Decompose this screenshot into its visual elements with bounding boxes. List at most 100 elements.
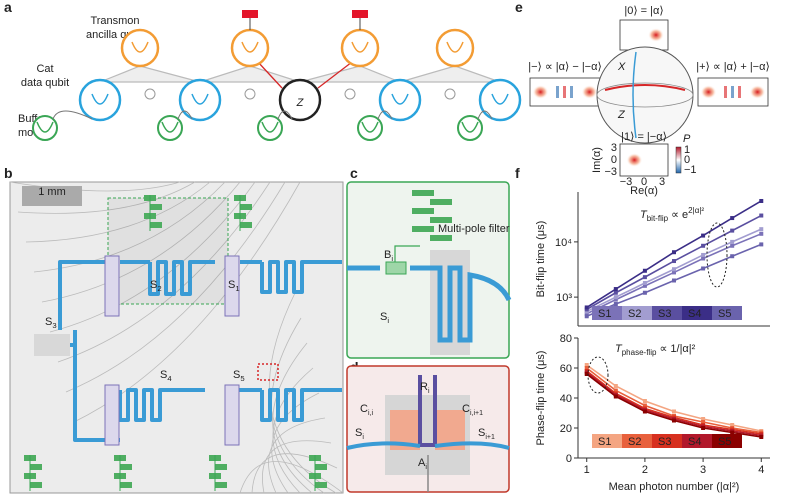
- label-sub: i,i: [368, 410, 374, 417]
- filter: [412, 226, 434, 232]
- contour: [272, 342, 313, 494]
- scale-label: 1 mm: [38, 186, 66, 198]
- point: [584, 372, 589, 376]
- filter: [412, 208, 434, 214]
- point: [613, 384, 618, 388]
- legend-swatch: [652, 434, 682, 448]
- filter: [150, 222, 162, 228]
- label: Ai: [418, 457, 427, 471]
- panel-label: c: [350, 165, 358, 181]
- series-line: [586, 367, 762, 434]
- point: [759, 435, 764, 439]
- y-axis-label: Phase-flip time (μs): [535, 351, 547, 446]
- point: [701, 243, 706, 248]
- buffer: [357, 115, 383, 141]
- state-label: |+⟩ ∝ |α⟩ + |−α⟩: [696, 61, 770, 73]
- label: Si: [380, 311, 389, 325]
- wigner-xtick: 3: [659, 176, 665, 188]
- bloch: [596, 46, 694, 144]
- coupler: [299, 65, 401, 83]
- label: Si: [355, 427, 364, 441]
- legend-swatch: [712, 434, 742, 448]
- well: [131, 41, 149, 53]
- contour: [268, 417, 326, 494]
- point: [730, 228, 735, 233]
- label: Ci,i+1: [462, 403, 483, 417]
- buffer: [32, 115, 58, 141]
- label: Cat: [36, 63, 53, 75]
- legend-swatch: [622, 434, 652, 448]
- label-sub: i: [391, 254, 393, 263]
- well: [461, 121, 479, 133]
- point: [672, 278, 676, 283]
- wigner-ytick: −3: [604, 166, 617, 178]
- label-main: R: [420, 381, 428, 393]
- filter: [430, 199, 452, 205]
- coupler: [399, 65, 501, 83]
- feedline: [394, 245, 420, 268]
- bloch-eq: [596, 82, 694, 108]
- legend-label: S4: [688, 436, 701, 448]
- point: [672, 267, 676, 272]
- label: Ri: [420, 381, 430, 395]
- point: [701, 266, 706, 271]
- colorbar-tick: 1: [684, 144, 690, 156]
- fringe: [556, 86, 559, 98]
- state-label: |0⟩ = |α⟩: [624, 5, 663, 17]
- link: [277, 110, 293, 120]
- filter: [315, 464, 327, 470]
- cat-qubit: [378, 78, 422, 122]
- axis-z: Z: [617, 109, 626, 121]
- label-sub: i: [362, 434, 364, 441]
- contour: [25, 181, 211, 243]
- annotation-rest: ∝ 1/|α|²: [656, 343, 695, 355]
- label-main: C: [462, 403, 470, 415]
- point: [759, 198, 764, 203]
- well: [261, 121, 279, 133]
- point: [672, 250, 676, 255]
- label-sub: i: [387, 316, 389, 325]
- point: [584, 309, 589, 314]
- legend-label: S3: [658, 436, 671, 448]
- wigner-xtick: −3: [620, 176, 633, 188]
- label-main: B: [384, 249, 391, 261]
- annotation: Tbit-flip ∝ e2|α|²: [640, 206, 704, 223]
- pad: [34, 334, 70, 356]
- resonator: [260, 260, 310, 294]
- buffer: [457, 115, 483, 141]
- readout: [418, 375, 437, 447]
- y-tick-label: 10³: [556, 292, 572, 304]
- point: [759, 231, 764, 236]
- label: Si+1: [478, 427, 495, 441]
- coupler-node: [244, 88, 256, 100]
- annotation: Tphase-flip ∝ 1/|α|²: [615, 343, 696, 357]
- annotation-rest: ∝ e: [668, 209, 688, 221]
- wigner-ylabel: Im(α): [591, 147, 603, 173]
- well: [446, 41, 464, 53]
- filter: [315, 482, 327, 488]
- resonator: [260, 388, 310, 422]
- label-sub: i,i+1: [470, 410, 483, 417]
- annotation-sub: bit-flip: [647, 214, 669, 223]
- coupler-node: [144, 88, 156, 100]
- contour: [65, 181, 286, 393]
- buffer-elem: [385, 261, 407, 275]
- point: [613, 295, 618, 300]
- label: data qubit: [21, 77, 69, 89]
- rot-x: [604, 84, 686, 91]
- filter: [412, 190, 434, 196]
- label-sub: 3: [52, 321, 56, 330]
- well: [391, 93, 409, 105]
- ancilla: [104, 255, 120, 317]
- panel-label: e: [515, 0, 523, 15]
- state-label: |1⟩ = |−α⟩: [621, 131, 667, 143]
- legend-label: S1: [598, 436, 611, 448]
- state-label: |−⟩ ∝ |α⟩ − |−α⟩: [528, 61, 602, 73]
- cat-qubit: [78, 78, 122, 122]
- label-sub: 4: [167, 374, 172, 383]
- label: S4: [160, 369, 172, 383]
- point: [642, 290, 647, 295]
- label: Transmon: [90, 15, 139, 27]
- x-tick-label: 1: [584, 464, 590, 476]
- legend-label: S5: [718, 436, 731, 448]
